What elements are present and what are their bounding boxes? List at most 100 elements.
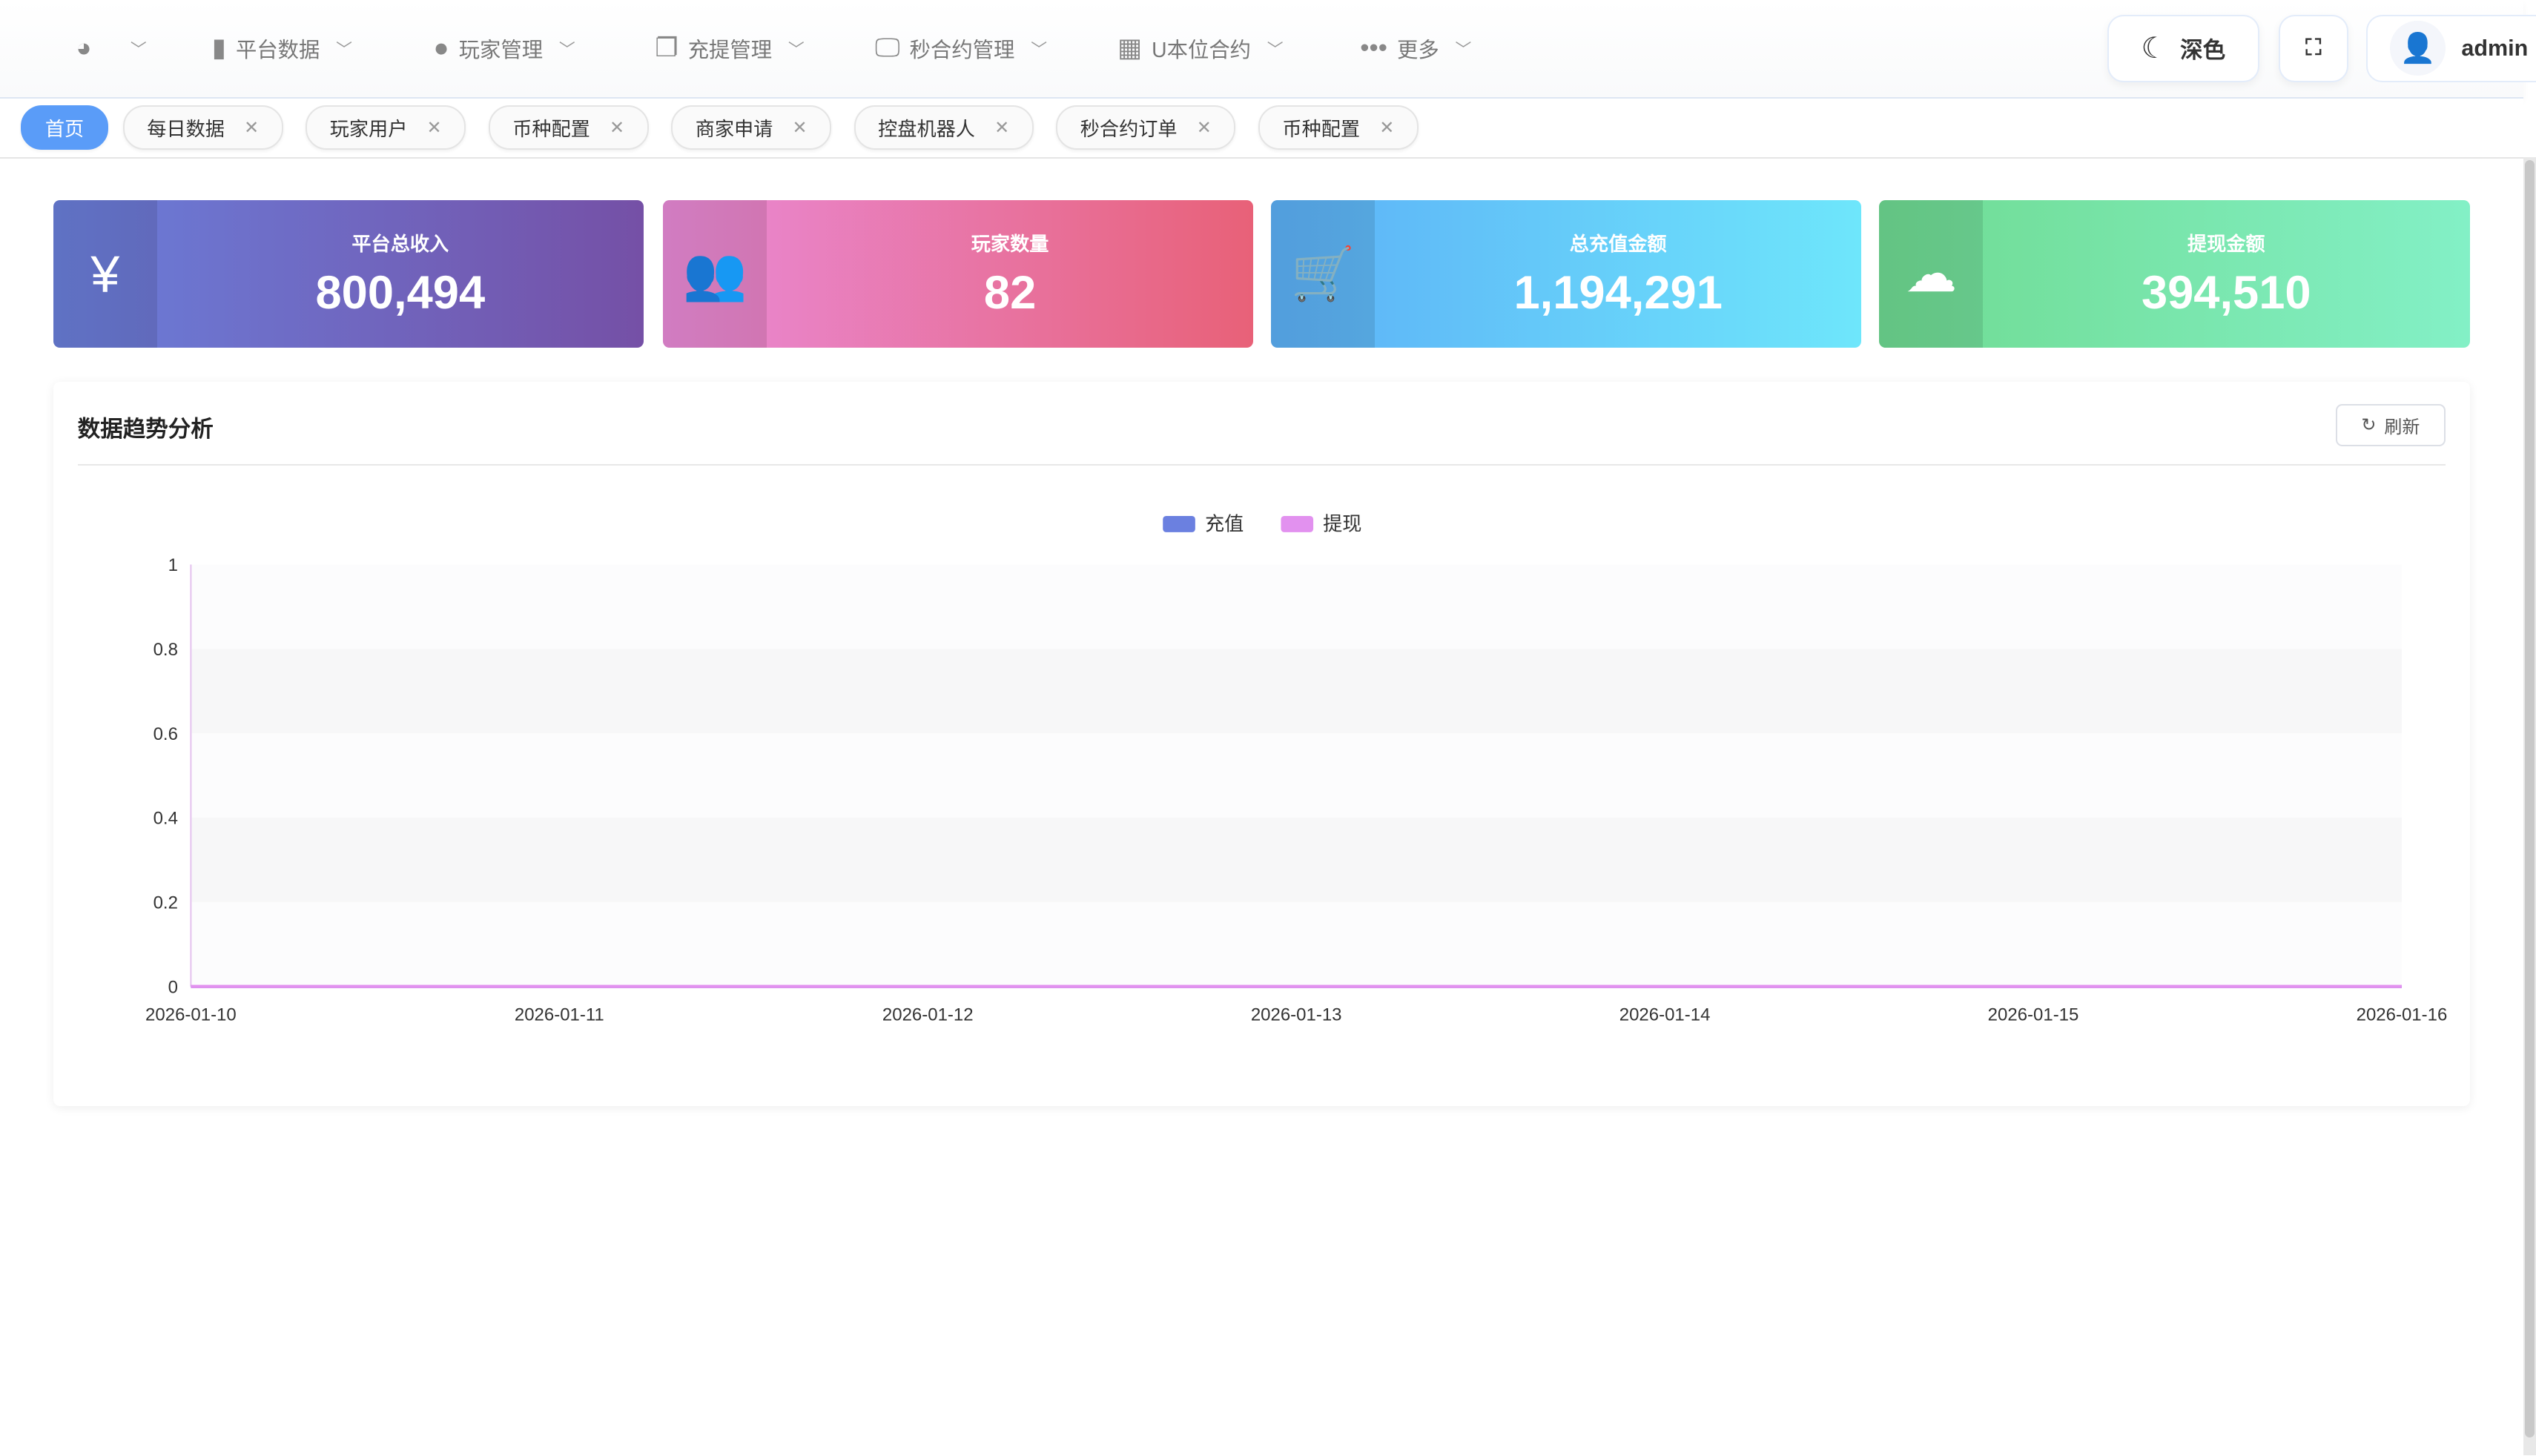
x-tick-label: 2026-01-16 [2357,1005,2448,1025]
cloud-download-icon: ☁ [1879,200,1984,348]
tab-label: 控盘机器人 [878,118,975,141]
legend-swatch [1281,515,1314,532]
refresh-label: 刷新 [2384,417,2420,437]
tab-label: 玩家用户 [329,118,408,141]
nav-more[interactable]: ••• 更多 ﹀ [1360,0,1471,97]
tab-daily-data[interactable]: 每日数据 ✕ [122,105,283,150]
panel-title: 数据趋势分析 [77,416,214,442]
refresh-icon: ↻ [2361,414,2377,435]
tab-label: 币种配置 [512,118,590,141]
dashboard-icon: ◕ [76,33,92,63]
theme-toggle-button[interactable]: ☾ 深色 [2107,14,2259,82]
divider [77,463,2446,466]
tab-second-orders[interactable]: 秒合约订单 ✕ [1056,105,1236,150]
stat-value: 394,510 [2141,266,2311,319]
book-icon: ▮ [211,33,226,63]
tab-merchant-apply[interactable]: 商家申请 ✕ [671,105,832,150]
close-icon[interactable]: ✕ [792,117,808,138]
top-header: ◕ ﹀ ▮ 平台数据 ﹀ ● 玩家管理 ﹀ ❐ 充提管理 ﹀ 🖵 秒合约管理 ﹀ ▦ U本位合约 ﹀ … [0,0,2536,99]
grid-band [191,817,2402,902]
stat-card: 👥 玩家数量 82 [663,200,1254,348]
tab-control-bot[interactable]: 控盘机器人 ✕ [853,105,1034,150]
y-tick-label: 0.6 [153,724,178,744]
tab-coin-config-2[interactable]: 币种配置 ✕ [1258,105,1419,150]
stat-label: 玩家数量 [971,232,1049,255]
y-tick-label: 0 [168,977,178,997]
nav-platform-data[interactable]: ▮ 平台数据 ﹀ [212,0,352,97]
close-icon[interactable]: ✕ [1379,117,1395,138]
stat-value: 82 [983,266,1037,319]
stat-label: 平台总收入 [351,232,449,255]
nav-label: 平台数据 [236,38,320,62]
stat-value: 800,494 [315,266,486,319]
username: admin [2461,35,2529,61]
moon-icon: ☾ [2141,31,2167,64]
tab-player-users[interactable]: 玩家用户 ✕ [306,105,466,150]
tab-label: 首页 [44,118,85,141]
chevron-down-icon: ﹀ [1455,39,1472,59]
nav-deposit-withdraw[interactable]: ❐ 充提管理 ﹀ [655,0,804,97]
close-icon[interactable]: ✕ [1196,117,1212,138]
y-tick-label: 0.4 [153,808,178,828]
user-icon: ● [433,33,449,63]
nav-u-contract[interactable]: ▦ U本位合约 ﹀ [1117,0,1283,97]
x-tick-label: 2026-01-11 [515,1005,604,1025]
grid-icon: ▦ [1117,33,1143,63]
legend-label: 充值 [1205,512,1244,535]
nav-label: U本位合约 [1152,38,1251,62]
tab-bar: 首页 每日数据 ✕ 玩家用户 ✕ 币种配置 ✕ 商家申请 ✕ 控盘机器人 ✕ 秒合约订单 ✕… [0,99,2523,159]
stat-label: 提现金额 [2187,232,2265,255]
tab-label: 币种配置 [1282,118,1361,141]
chevron-down-icon: ﹀ [787,39,805,59]
nav-label: 玩家管理 [458,38,544,62]
tab-home[interactable]: 首页 [21,105,108,150]
grid-band [191,649,2402,733]
close-icon[interactable]: ✕ [244,117,260,138]
chevron-down-icon: ﹀ [558,39,575,59]
tab-coin-config[interactable]: 币种配置 ✕ [488,105,649,150]
documents-icon: ❐ [655,33,678,63]
stat-value: 1,194,291 [1513,266,1723,319]
refresh-button[interactable]: ↻ 刷新 [2335,404,2446,446]
nav-dashboard[interactable]: ◕ ﹀ [76,0,147,97]
stat-card: 🛒 总充值金额 1,194,291 [1271,200,1862,348]
scrollbar-thumb[interactable] [2524,159,2535,1437]
legend-label: 提现 [1323,512,1361,535]
cart-icon: 🛒 [1271,200,1375,348]
fullscreen-button[interactable]: ⛶ [2279,14,2348,82]
user-menu[interactable]: 👤 admin [2365,14,2536,82]
fullscreen-icon: ⛶ [2305,35,2322,61]
y-tick-label: 1 [168,555,178,575]
grid-band [191,901,2402,987]
chevron-down-icon: ﹀ [130,39,147,59]
stat-card: ¥ 平台总收入 800,494 [53,200,644,348]
x-tick-label: 2026-01-14 [1619,1005,1711,1025]
close-icon[interactable]: ✕ [610,117,625,138]
nav-label: 充提管理 [687,38,773,62]
x-tick-label: 2026-01-13 [1251,1005,1342,1025]
legend-swatch [1163,515,1195,532]
nav-label: 秒合约管理 [909,38,1015,62]
stat-card: ☁ 提现金额 394,510 [1879,200,2470,348]
close-icon[interactable]: ✕ [994,117,1010,138]
y-tick-label: 0.2 [153,893,178,913]
nav-player-mgmt[interactable]: ● 玩家管理 ﹀ [434,0,575,97]
trend-panel: 数据趋势分析 ↻ 刷新 0 0.2 0.4 0.6 0.8 1 2026-01-10 2026-… [53,381,2470,1106]
y-tick-label: 0.8 [153,640,178,660]
nav-second-contract[interactable]: 🖵 秒合约管理 ﹀ [875,0,1047,97]
more-dots-icon: ••• [1360,33,1387,63]
users-icon: 👥 [663,200,767,348]
grid-band [191,732,2402,818]
chevron-down-icon: ﹀ [1267,39,1284,59]
nav-label: 更多 [1397,38,1439,62]
tab-label: 每日数据 [147,118,225,141]
chevron-down-icon: ﹀ [336,39,352,59]
x-tick-label: 2026-01-12 [882,1005,974,1025]
tab-label: 秒合约订单 [1080,118,1178,141]
x-tick-label: 2026-01-15 [1988,1005,2079,1025]
close-icon[interactable]: ✕ [426,117,442,138]
grid-band [191,564,2402,649]
scrollbar[interactable] [2523,156,2536,1455]
tab-label: 商家申请 [695,118,773,141]
